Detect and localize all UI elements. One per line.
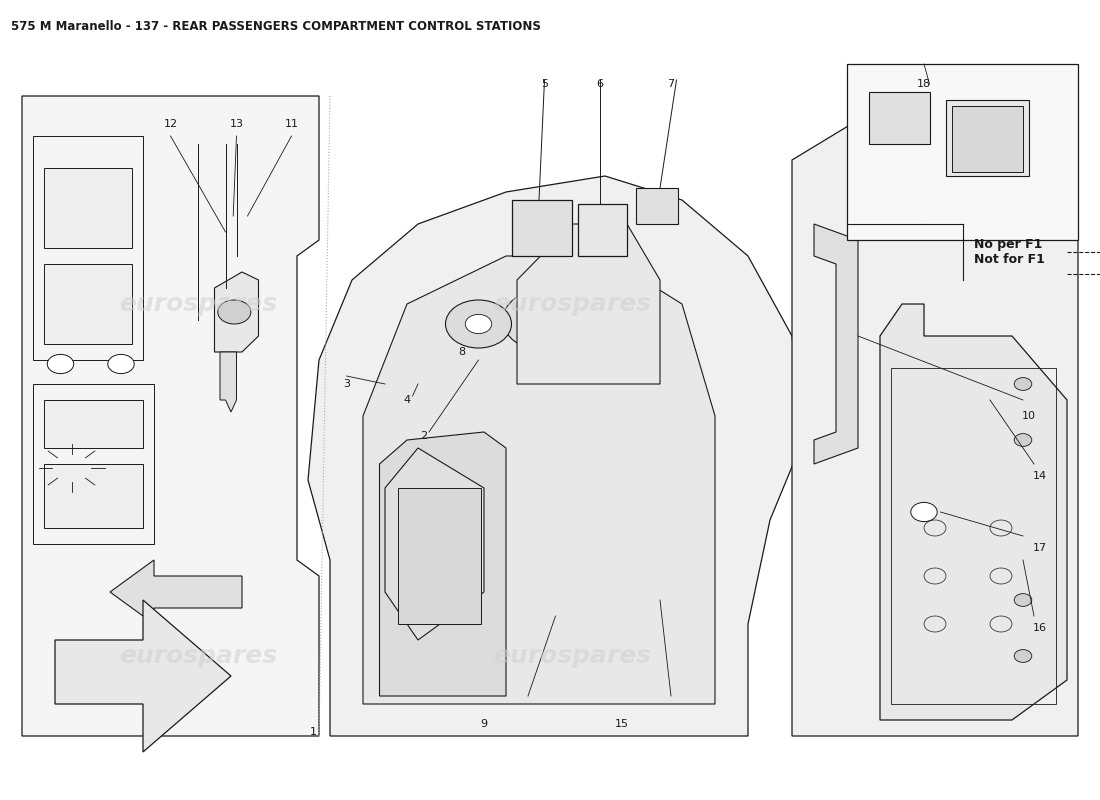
Text: 2: 2	[420, 431, 427, 441]
Text: 4: 4	[404, 395, 410, 405]
Bar	[578, 204, 627, 256]
Polygon shape	[220, 352, 236, 412]
Text: 14: 14	[1033, 471, 1046, 481]
Bar	[44, 168, 132, 248]
Polygon shape	[214, 272, 258, 352]
Circle shape	[503, 290, 586, 350]
Circle shape	[1014, 594, 1032, 606]
Bar	[398, 488, 481, 624]
Text: eurospares: eurospares	[493, 644, 651, 668]
Circle shape	[1014, 650, 1032, 662]
Bar	[33, 384, 154, 544]
Polygon shape	[55, 600, 231, 752]
Text: 16: 16	[1033, 623, 1046, 633]
Circle shape	[446, 300, 512, 348]
Polygon shape	[22, 96, 319, 736]
Circle shape	[911, 502, 937, 522]
Polygon shape	[880, 304, 1067, 720]
Text: 11: 11	[285, 119, 298, 129]
Circle shape	[520, 302, 569, 338]
Text: 5: 5	[541, 79, 548, 89]
Polygon shape	[385, 448, 484, 640]
Text: 9: 9	[481, 719, 487, 729]
Text: 17: 17	[1033, 543, 1046, 553]
Bar	[869, 92, 929, 144]
Polygon shape	[379, 432, 506, 696]
Circle shape	[218, 300, 251, 324]
Bar	[512, 200, 572, 256]
Bar	[891, 368, 1056, 704]
Polygon shape	[110, 560, 242, 624]
Circle shape	[47, 354, 74, 374]
Text: No per F1
Not for F1: No per F1 Not for F1	[974, 238, 1044, 266]
Text: 7: 7	[668, 79, 674, 89]
Text: 10: 10	[1022, 411, 1035, 421]
Polygon shape	[814, 224, 858, 464]
Text: 13: 13	[230, 119, 243, 129]
Circle shape	[108, 354, 134, 374]
Bar	[952, 106, 1023, 172]
Polygon shape	[363, 256, 715, 704]
Bar	[636, 188, 678, 224]
Bar	[44, 400, 143, 448]
Text: 12: 12	[164, 119, 177, 129]
Polygon shape	[792, 96, 1078, 736]
Text: 15: 15	[615, 719, 628, 729]
Bar	[44, 264, 132, 344]
Text: 18: 18	[917, 79, 931, 89]
Text: eurospares: eurospares	[119, 644, 277, 668]
Text: 8: 8	[459, 347, 465, 357]
Bar	[946, 100, 1028, 176]
Bar	[44, 464, 143, 528]
Text: eurospares: eurospares	[119, 292, 277, 316]
Polygon shape	[308, 176, 803, 736]
Text: 1: 1	[310, 727, 317, 737]
Polygon shape	[517, 224, 660, 384]
Text: 575 M Maranello - 137 - REAR PASSENGERS COMPARTMENT CONTROL STATIONS: 575 M Maranello - 137 - REAR PASSENGERS …	[11, 20, 541, 33]
Bar	[847, 64, 1078, 240]
Text: 3: 3	[343, 379, 350, 389]
Circle shape	[465, 314, 492, 334]
Circle shape	[1014, 378, 1032, 390]
Text: eurospares: eurospares	[493, 292, 651, 316]
Circle shape	[1014, 434, 1032, 446]
Text: 6: 6	[596, 79, 603, 89]
Bar	[33, 136, 143, 360]
